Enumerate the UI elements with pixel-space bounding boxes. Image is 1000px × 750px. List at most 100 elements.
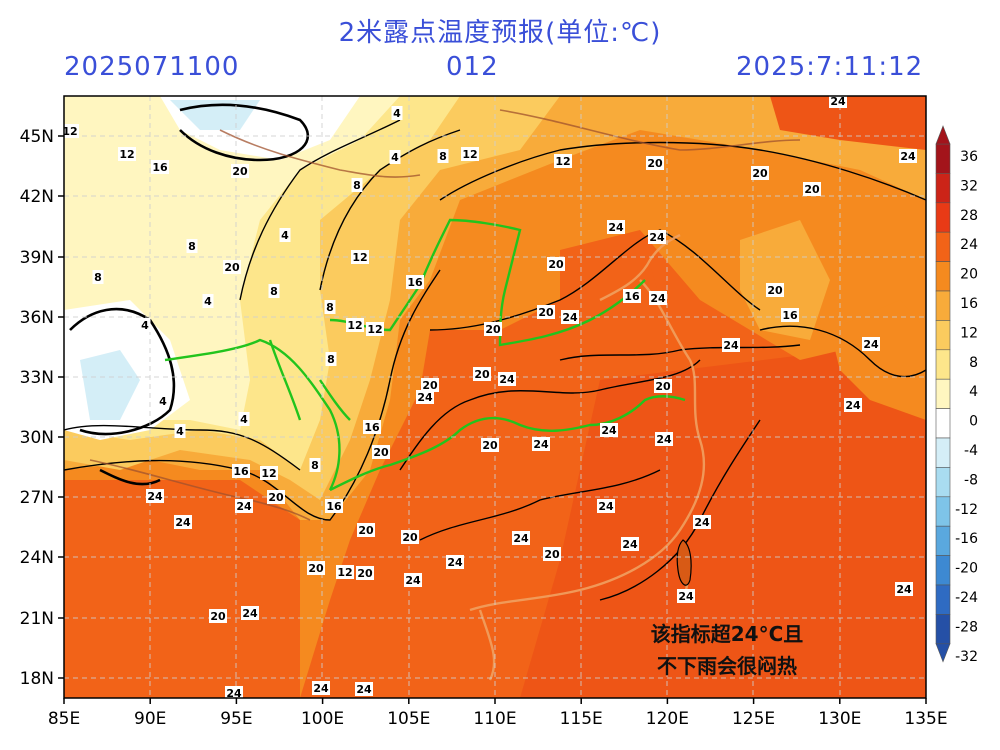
colorbar-top-arrow [935,125,951,145]
contour-label-bg [437,149,449,163]
colorbar-label: -4 [964,443,978,459]
contour-value-label: 20 [482,439,498,452]
contour-value-label: 20 [752,167,768,180]
field-korea [740,220,830,340]
contour-value-label: 12 [347,319,362,332]
taiwan [676,539,692,586]
contour-label-bg [829,96,847,108]
contour-label-bg [421,378,439,392]
lat-tick-label: 27N [20,488,54,508]
contour-value-label: 8 [188,240,196,253]
contour-label-bg [461,147,479,161]
contour-value-label: 24 [845,399,861,412]
lon-tick-label: 100E [301,709,344,729]
lat-tick-label: 36N [20,308,54,328]
colorbar-label: -24 [955,590,978,606]
contour-value-label: 12 [367,323,382,336]
annotation: 该指标超24°C且 不下雨会很闷热 [612,618,842,682]
colorbar-label: -12 [955,502,978,518]
colorbar-label: 32 [960,178,978,194]
colorbar-segment [935,614,951,645]
colorbar-segment [935,173,951,204]
contour-value-label: 20 [210,610,226,623]
contour-label-bg [623,289,641,303]
colorbar-label: -8 [964,472,978,488]
contour-value-label: 24 [313,682,329,695]
contour-value-label: 16 [326,500,342,513]
contour-value-label: 16 [152,161,168,174]
contour-label-bg [232,464,250,478]
lon-tick-label: 95E [220,709,252,729]
contour-value-label: 24 [499,373,515,386]
colorbar-segment [935,437,951,468]
contour-value-label: 12 [555,155,570,168]
contour-label-bg [401,530,419,544]
contour-label-bg [693,515,711,529]
contour-value-label: 20 [544,548,560,561]
contour-label-bg [174,424,186,438]
contour-value-label: 24 [598,500,614,513]
contour-value-label: 24 [601,424,617,437]
contour-value-label: 24 [147,490,163,503]
contour-value-label: 24 [656,433,672,446]
contour-label-bg [543,547,561,561]
contour-label-bg [309,458,321,472]
contour-label-bg [279,228,291,242]
lon-tick-label: 125E [732,709,775,729]
lat-tick-label: 33N [20,368,54,388]
colorbar-segment [935,202,951,233]
contour-value-label: 24 [863,338,879,351]
colorbar-bottom-arrow [935,643,951,663]
contour-label-bg [357,523,375,537]
contour-label-bg [895,582,913,596]
contour-value-label: 24 [830,95,846,108]
lat-axis: 45N 42N 39N 36N 33N 30N 27N 24N 21N 18N [20,127,64,689]
contour-value-label: 24 [513,532,529,545]
colorbar-segment [935,555,951,586]
contour-label-bg [157,394,169,408]
contour-label-bg [268,284,280,298]
contour-value-label: 24 [608,221,624,234]
contour-label-bg [151,160,169,174]
colorbar-label: 20 [960,267,978,283]
contour-value-label: 20 [485,323,501,336]
contour-value-label: 8 [270,285,278,298]
contour-value-label: 16 [624,290,640,303]
contour-label-bg [649,291,667,305]
lon-tick-label: 115E [560,709,603,729]
contour-label-bg [899,149,917,163]
contour-label-bg [537,305,555,319]
lon-tick-label: 110E [473,709,516,729]
contour-value-label: 20 [767,284,783,297]
contour-label-bg [844,398,862,412]
contour-label-bg [307,561,325,575]
contour-value-label: 24 [649,231,665,244]
contour-label-bg [324,300,336,314]
contour-label-bg [648,230,666,244]
contour-value-label: 24 [533,438,549,451]
contour-label-bg [186,239,198,253]
contour-value-label: 8 [353,179,361,192]
contour-label-bg [416,390,434,404]
contour-label-bg [366,322,384,336]
lat-tick-label: 30N [20,428,54,448]
colorbar-segment [935,290,951,321]
field-japan [830,300,926,420]
colorbar-segment [935,261,951,292]
colorbar-segment [935,525,951,556]
lat-tick-label: 18N [20,669,54,689]
contour-value-label: 20 [402,531,418,544]
contour-value-label: 24 [175,516,191,529]
contour-label-bg [209,609,227,623]
lead-time: 012 [446,52,499,82]
colorbar-label: 24 [960,237,978,253]
contour-label-bg [481,438,499,452]
contour-label-bg [241,606,259,620]
contour-value-label: 24 [650,292,666,305]
colorbar-segment [935,320,951,351]
contour-value-label: 16 [364,421,380,434]
contour-value-label: 4 [159,395,167,408]
contour-label-bg [351,178,363,192]
contour-value-label: 4 [391,151,399,164]
valid-time: 2025:7:11:12 [736,52,924,82]
